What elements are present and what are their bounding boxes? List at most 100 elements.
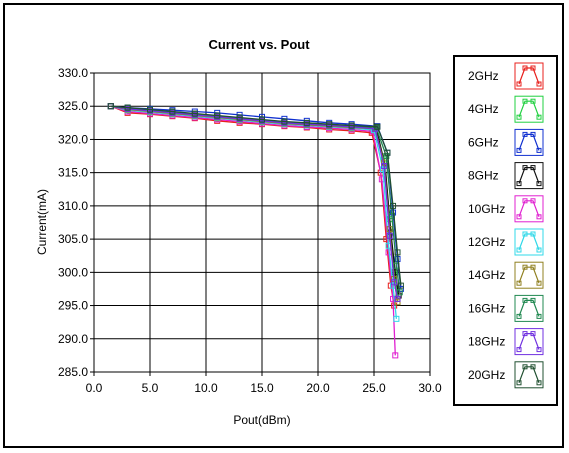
data-point <box>390 295 397 302</box>
legend-swatch-marker <box>516 380 522 386</box>
legend-label: 2GHz <box>468 69 499 83</box>
series-8GHz <box>107 103 402 299</box>
data-point <box>390 202 397 209</box>
data-point <box>383 236 390 243</box>
legend-entry: 2GHz <box>468 62 544 90</box>
legend-swatch-marker <box>516 81 522 87</box>
legend-swatch-marker <box>522 231 528 237</box>
x-tick-label: 0.0 <box>86 381 103 395</box>
data-point <box>374 123 381 130</box>
legend-swatch-marker <box>536 147 542 153</box>
legend-swatch <box>514 95 544 123</box>
series-line <box>110 105 402 289</box>
series-12GHz <box>107 103 400 322</box>
legend-entry: 18GHz <box>468 328 544 356</box>
x-tick-label: 30.0 <box>418 381 442 395</box>
legend-swatch-marker <box>530 297 536 303</box>
legend-entry: 16GHz <box>468 294 544 322</box>
legend-swatch-marker <box>536 214 542 220</box>
legend-swatch-marker <box>536 380 542 386</box>
data-point <box>393 315 400 322</box>
legend-swatch-marker <box>530 65 536 71</box>
series-10GHz <box>107 103 399 359</box>
legend-swatch-marker <box>530 364 536 370</box>
legend-label: 18GHz <box>468 335 505 349</box>
y-tick-label: 285.0 <box>58 365 88 379</box>
legend-swatch-marker <box>516 214 522 220</box>
data-point <box>124 104 131 111</box>
data-point <box>394 295 401 302</box>
legend-swatch <box>514 62 544 90</box>
x-axis-label: Pout(dBm) <box>233 413 290 427</box>
legend-swatch-line <box>518 233 540 251</box>
data-point <box>373 124 380 131</box>
y-tick-label: 290.0 <box>58 332 88 346</box>
x-tick-label: 10.0 <box>194 381 218 395</box>
legend-swatch-marker <box>536 280 542 286</box>
y-tick-label: 315.0 <box>58 166 88 180</box>
data-point <box>384 149 391 156</box>
legend-swatch-marker <box>522 264 528 270</box>
legend-swatch-marker <box>522 297 528 303</box>
data-point <box>381 163 388 170</box>
legend-swatch-marker <box>530 98 536 104</box>
series-4GHz <box>107 103 401 302</box>
data-point <box>236 114 243 121</box>
data-point <box>392 352 399 359</box>
legend-swatch-marker <box>516 313 522 319</box>
data-point <box>214 112 221 119</box>
legend-swatch-line <box>518 366 540 384</box>
legend-swatch <box>514 195 544 223</box>
data-point <box>107 103 114 110</box>
series-line <box>110 105 396 356</box>
legend-entry: 12GHz <box>468 228 544 256</box>
legend-swatch-marker <box>536 347 542 353</box>
legend-swatch-marker <box>516 181 522 187</box>
legend-swatch-marker <box>516 114 522 120</box>
legend-swatch <box>514 328 544 356</box>
data-point <box>394 299 401 306</box>
y-tick-labels: 285.0 290.0 295.0 300.0 305.0 310.0 315.0 320.0… <box>58 66 94 379</box>
data-point <box>259 116 265 123</box>
y-tick-label: 330.0 <box>58 66 88 80</box>
y-tick-label: 295.0 <box>58 299 88 313</box>
legend-entry: 10GHz <box>468 195 544 223</box>
series-line <box>110 105 398 319</box>
legend-entry: 4GHz <box>468 95 544 123</box>
series-line <box>110 105 402 286</box>
legend-label: 6GHz <box>468 135 499 149</box>
legend-swatch <box>514 361 544 389</box>
legend-swatch-marker <box>522 98 528 104</box>
y-tick-label: 320.0 <box>58 132 88 146</box>
y-tick-label: 300.0 <box>58 265 88 279</box>
legend-swatch-marker <box>530 331 536 337</box>
legend-swatch-marker <box>536 181 542 187</box>
series-14GHz <box>107 103 401 306</box>
legend-swatch-line <box>518 299 540 317</box>
data-point <box>394 249 401 256</box>
x-tick-label: 15.0 <box>250 381 274 395</box>
data-point <box>386 232 393 239</box>
legend-swatch-line <box>518 333 540 350</box>
legend-swatch-marker <box>516 247 522 253</box>
legend-swatch-marker <box>530 165 536 171</box>
legend-swatch-marker <box>530 231 536 237</box>
legend-swatch-marker <box>516 347 522 353</box>
series-layer <box>107 103 404 359</box>
y-tick-label: 325.0 <box>58 99 88 113</box>
data-point <box>303 119 310 126</box>
legend-swatch-marker <box>522 131 528 137</box>
series-16GHz <box>107 103 403 296</box>
y-tick-label: 310.0 <box>58 199 88 213</box>
y-tick-label: 305.0 <box>58 232 88 246</box>
data-point <box>391 279 398 286</box>
x-tick-label: 25.0 <box>362 381 386 395</box>
legend-label: 20GHz <box>468 368 505 382</box>
series-18GHz <box>107 103 401 302</box>
x-tick-label: 5.0 <box>142 381 159 395</box>
x-tick-labels: 0.0 5.0 10.0 15.0 20.0 25.0 30.0 <box>86 372 442 395</box>
series-line <box>110 105 400 296</box>
legend-swatch-marker <box>536 313 542 319</box>
legend-swatch <box>514 228 544 256</box>
